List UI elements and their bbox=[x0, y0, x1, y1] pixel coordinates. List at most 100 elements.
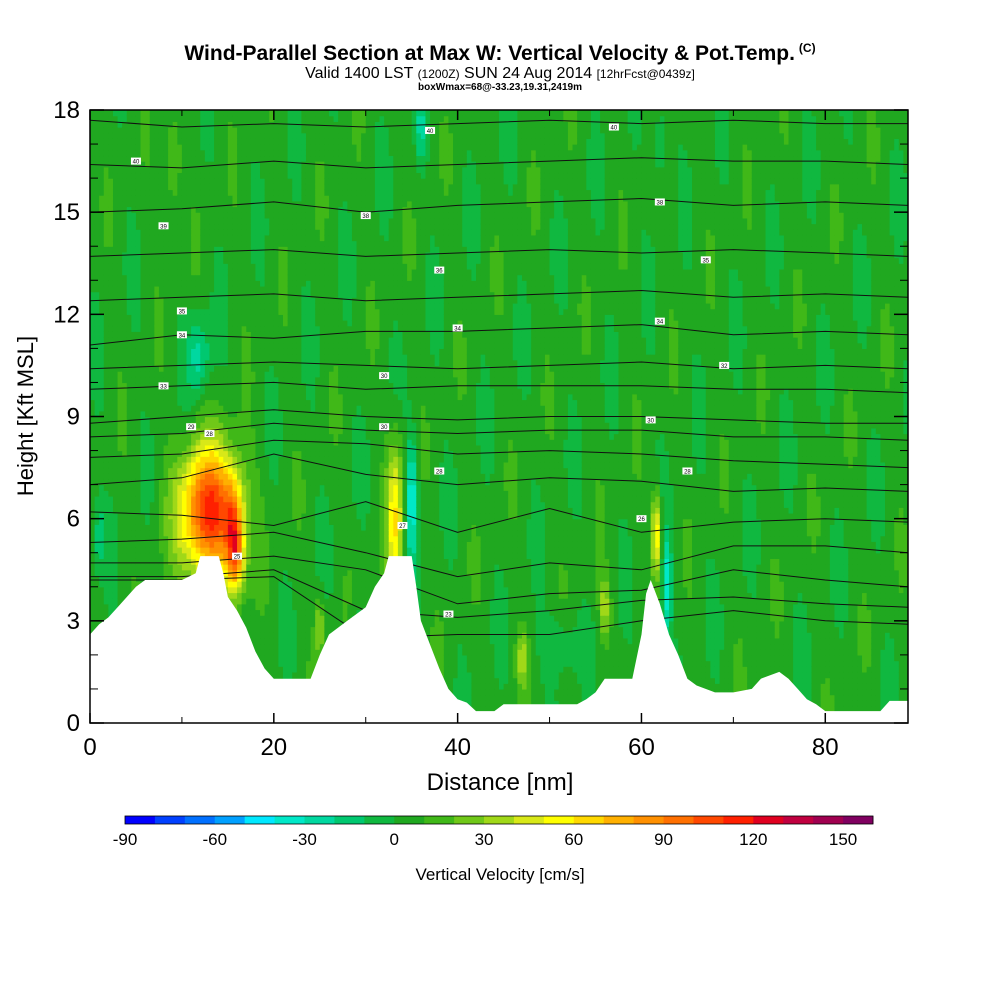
field-cell bbox=[269, 149, 275, 157]
field-cell bbox=[232, 178, 238, 185]
field-cell bbox=[218, 195, 224, 202]
field-cell bbox=[195, 240, 201, 247]
field-cell bbox=[145, 172, 151, 179]
field-cell bbox=[232, 450, 238, 457]
field-cell bbox=[260, 615, 266, 622]
field-cell bbox=[172, 490, 178, 497]
field-cell bbox=[264, 172, 270, 179]
field-cell bbox=[227, 524, 234, 531]
field-cell bbox=[296, 507, 302, 514]
field-cell bbox=[227, 348, 234, 355]
field-cell bbox=[273, 240, 280, 247]
field-cell bbox=[223, 399, 229, 406]
field-cell bbox=[200, 354, 206, 361]
field-cell bbox=[200, 552, 206, 559]
field-cell bbox=[218, 132, 224, 139]
field-cell bbox=[154, 149, 160, 157]
field-cell bbox=[250, 609, 257, 616]
field-cell bbox=[292, 325, 298, 332]
field-cell bbox=[227, 541, 234, 548]
field-cell bbox=[177, 297, 183, 304]
field-cell bbox=[273, 427, 280, 435]
field-cell bbox=[232, 359, 238, 367]
field-cell bbox=[296, 654, 302, 662]
field-cell bbox=[200, 127, 206, 134]
field-cell bbox=[117, 229, 123, 236]
field-cell bbox=[283, 512, 289, 520]
field-cell bbox=[232, 348, 238, 355]
field-cell bbox=[158, 547, 165, 554]
field-cell bbox=[181, 285, 188, 293]
field-cell bbox=[117, 365, 123, 372]
field-cell bbox=[237, 257, 243, 264]
field-cell bbox=[287, 399, 293, 406]
field-cell bbox=[273, 592, 280, 599]
field-cell bbox=[135, 229, 142, 236]
field-cell bbox=[103, 399, 109, 406]
field-cell bbox=[131, 132, 137, 139]
field-cell bbox=[191, 166, 197, 174]
field-cell bbox=[108, 478, 114, 486]
field-cell bbox=[94, 410, 100, 418]
field-cell bbox=[246, 501, 252, 508]
field-cell bbox=[186, 189, 192, 196]
field-cell bbox=[296, 620, 302, 628]
valid-time: Valid 1400 LST (1200Z) SUN 24 Aug 2014 [… bbox=[305, 65, 695, 82]
field-cell bbox=[145, 223, 151, 230]
field-cell bbox=[214, 297, 220, 304]
field-cell bbox=[214, 478, 220, 486]
field-cell bbox=[112, 405, 119, 412]
field-cell bbox=[273, 473, 280, 480]
field-cell bbox=[292, 388, 298, 395]
field-cell bbox=[126, 280, 132, 287]
field-cell bbox=[99, 444, 105, 452]
field-cell bbox=[191, 285, 197, 293]
field-cell bbox=[163, 110, 169, 117]
field-cell bbox=[90, 308, 96, 315]
field-cell bbox=[296, 132, 302, 139]
field-cell bbox=[90, 382, 96, 389]
field-cell bbox=[195, 212, 201, 219]
field-cell bbox=[112, 376, 119, 384]
field-cell bbox=[273, 144, 280, 151]
field-cell bbox=[250, 382, 257, 389]
field-cell bbox=[177, 564, 183, 571]
field-cell bbox=[140, 285, 146, 293]
field-cell bbox=[191, 337, 197, 344]
field-cell bbox=[255, 325, 261, 332]
field-cell bbox=[149, 456, 155, 463]
field-cell bbox=[112, 348, 119, 355]
field-cell bbox=[99, 132, 105, 139]
field-cell bbox=[264, 302, 270, 310]
field-cell bbox=[283, 149, 289, 157]
field-cell bbox=[269, 649, 275, 656]
field-cell bbox=[191, 518, 197, 525]
field-cell bbox=[112, 484, 119, 491]
field-cell bbox=[283, 132, 289, 139]
field-cell bbox=[112, 371, 119, 378]
field-cell bbox=[94, 161, 100, 168]
field-cell bbox=[122, 302, 128, 310]
field-cell bbox=[287, 110, 293, 117]
field-cell bbox=[181, 484, 188, 491]
field-cell bbox=[154, 495, 160, 503]
field-cell bbox=[260, 592, 266, 599]
field-cell bbox=[223, 178, 229, 185]
field-cell bbox=[181, 172, 188, 179]
field-cell bbox=[296, 268, 302, 276]
field-cell bbox=[260, 495, 266, 503]
field-cell bbox=[163, 274, 169, 281]
field-cell bbox=[292, 467, 298, 474]
field-cell bbox=[131, 212, 137, 219]
field-cell bbox=[250, 388, 257, 395]
field-cell bbox=[108, 359, 114, 367]
field-cell bbox=[301, 654, 307, 662]
field-cell bbox=[117, 291, 123, 298]
field-cell bbox=[292, 268, 298, 276]
field-cell bbox=[112, 399, 119, 406]
field-cell bbox=[191, 291, 197, 298]
field-cell bbox=[200, 251, 206, 259]
field-cell bbox=[177, 149, 183, 157]
field-cell bbox=[99, 371, 105, 378]
field-cell bbox=[287, 320, 293, 327]
